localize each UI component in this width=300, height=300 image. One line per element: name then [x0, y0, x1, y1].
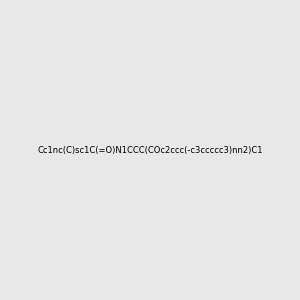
Text: Cc1nc(C)sc1C(=O)N1CCC(COc2ccc(-c3ccccc3)nn2)C1: Cc1nc(C)sc1C(=O)N1CCC(COc2ccc(-c3ccccc3)… — [37, 146, 263, 154]
